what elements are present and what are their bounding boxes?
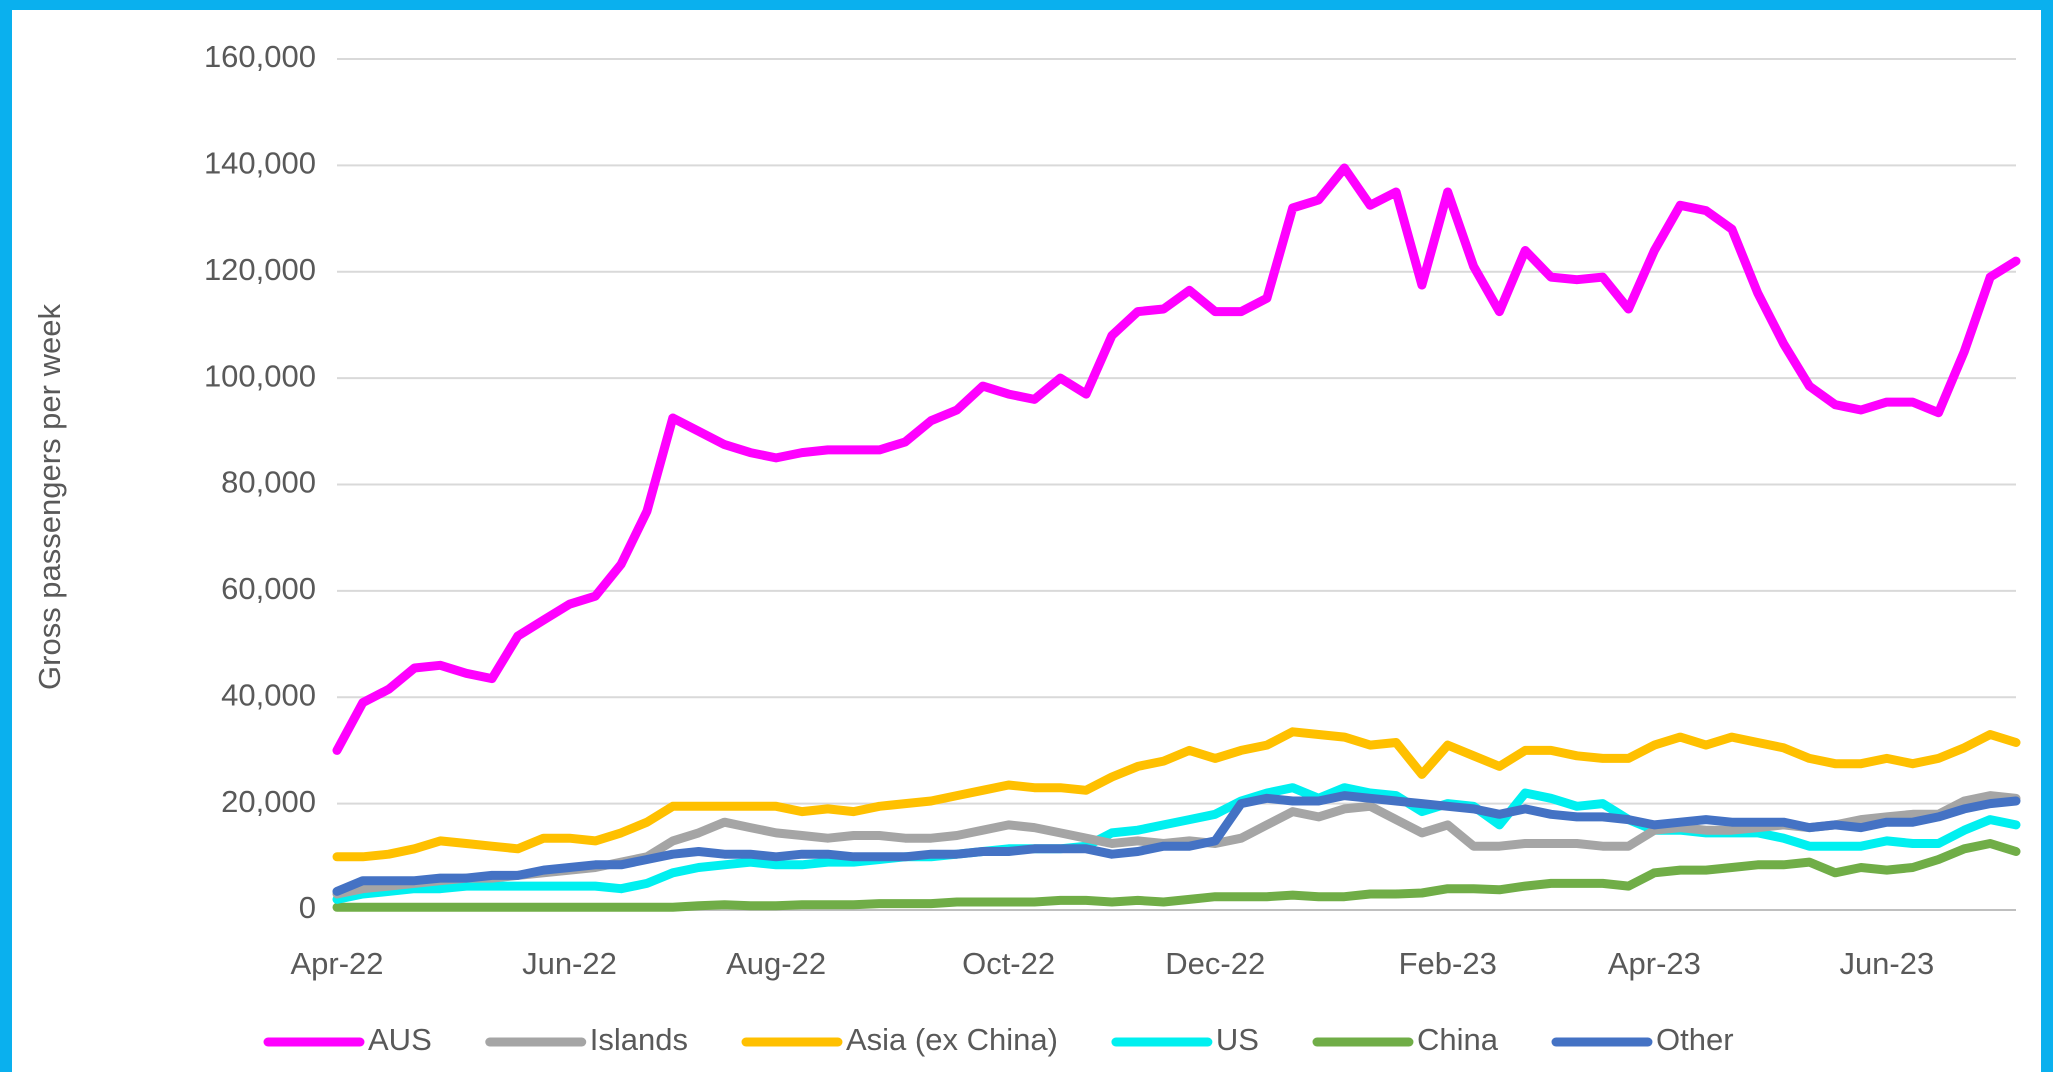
legend-label: US (1216, 1022, 1259, 1057)
x-tick-label: Apr-23 (1608, 946, 1701, 981)
series-line (332, 163, 2021, 755)
y-axis-label: Gross passengers per week (32, 304, 67, 690)
x-tick-label: Apr-22 (290, 946, 383, 981)
legend-label: Islands (590, 1022, 688, 1057)
legend-label: Other (1656, 1022, 1734, 1057)
legend-label: China (1417, 1022, 1499, 1057)
x-tick-label: Jun-23 (1839, 946, 1934, 981)
y-tick-label: 80,000 (221, 465, 316, 500)
series-line (332, 791, 2021, 896)
x-tick-label: Dec-22 (1165, 946, 1265, 981)
legend-label: AUS (368, 1022, 432, 1057)
y-tick-label: 120,000 (204, 252, 316, 287)
x-tick-label: Feb-23 (1399, 946, 1497, 981)
y-tick-label: 60,000 (221, 571, 316, 606)
y-tick-label: 0 (299, 890, 316, 925)
legend-label: Asia (ex China) (846, 1022, 1058, 1057)
y-tick-label: 40,000 (221, 677, 316, 712)
series-line (332, 839, 2021, 912)
series-line (332, 727, 2021, 862)
y-tick-label: 140,000 (204, 146, 316, 181)
y-tick-label: 100,000 (204, 358, 316, 393)
x-tick-label: Aug-22 (726, 946, 826, 981)
y-tick-label: 160,000 (204, 39, 316, 74)
y-tick-label: 20,000 (221, 784, 316, 819)
x-tick-label: Jun-22 (522, 946, 617, 981)
x-tick-label: Oct-22 (962, 946, 1055, 981)
